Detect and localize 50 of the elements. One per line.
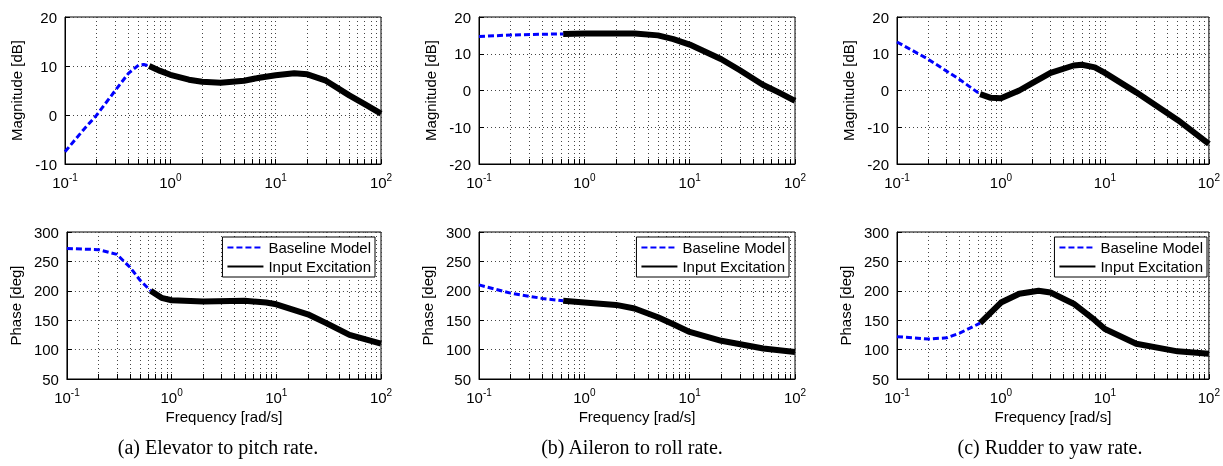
- legend-label: Baseline Model: [268, 239, 371, 256]
- y-tick-label: 0: [48, 106, 57, 124]
- y-tick-label: 300: [445, 223, 471, 241]
- y-tick-label: 50: [42, 370, 59, 388]
- y-tick-label: -10: [35, 155, 57, 173]
- legend-label: Input Excitation: [268, 258, 371, 275]
- y-tick-label: 10: [872, 45, 889, 63]
- x-axis-title: Frequency [rad/s]: [994, 408, 1112, 426]
- y-tick-label: 150: [863, 311, 889, 329]
- y-tick-label: 300: [33, 223, 59, 241]
- y-tick-label: 0: [462, 82, 471, 99]
- y-tick-label: -10: [449, 118, 471, 136]
- y-tick-label: 20: [454, 8, 471, 26]
- y-tick-label: 150: [33, 311, 59, 329]
- legend-label: Input Excitation: [1100, 258, 1203, 275]
- y-axis-title: Magnitude [dB]: [422, 40, 440, 141]
- text: (a) Elevator to pitch rate.: [117, 436, 319, 459]
- y-tick-label: 300: [863, 223, 889, 241]
- y-tick-label: -20: [449, 155, 471, 173]
- legend-label: Baseline Model: [1100, 239, 1203, 256]
- y-tick-label: 150: [445, 311, 471, 329]
- y-tick-label: 200: [445, 282, 471, 300]
- y-tick-label: 250: [445, 252, 471, 270]
- y-tick-label: 20: [40, 8, 57, 26]
- text: (b) Aileron to roll rate.: [541, 436, 723, 459]
- y-tick-label: 250: [33, 252, 59, 270]
- legend-label: Input Excitation: [682, 258, 785, 275]
- y-tick-label: 50: [454, 370, 471, 388]
- y-tick-label: 100: [445, 341, 471, 359]
- text: (c) Rudder to yaw rate.: [957, 436, 1143, 459]
- y-tick-label: 50: [872, 370, 889, 388]
- y-axis-title: Magnitude [dB]: [840, 40, 858, 141]
- y-tick-label: 20: [872, 8, 889, 26]
- y-tick-label: 200: [33, 282, 59, 300]
- y-tick-label: 10: [454, 45, 471, 63]
- y-tick-label: 100: [33, 341, 59, 359]
- x-axis-title: Frequency [rad/s]: [165, 408, 283, 426]
- y-tick-label: 200: [863, 282, 889, 300]
- y-axis-title: Magnitude [dB]: [8, 40, 26, 141]
- y-tick-label: -20: [867, 155, 889, 173]
- y-axis-title: Phase [deg]: [837, 265, 855, 346]
- x-axis-title: Frequency [rad/s]: [578, 408, 696, 426]
- y-axis-title: Phase [deg]: [7, 265, 24, 346]
- y-tick-label: 0: [880, 82, 889, 99]
- y-tick-label: -10: [867, 118, 889, 136]
- y-tick-label: 10: [40, 57, 57, 75]
- y-tick-label: 100: [863, 341, 889, 359]
- y-tick-label: 250: [863, 252, 889, 270]
- legend-label: Baseline Model: [682, 239, 785, 256]
- y-axis-title: Phase [deg]: [419, 265, 437, 346]
